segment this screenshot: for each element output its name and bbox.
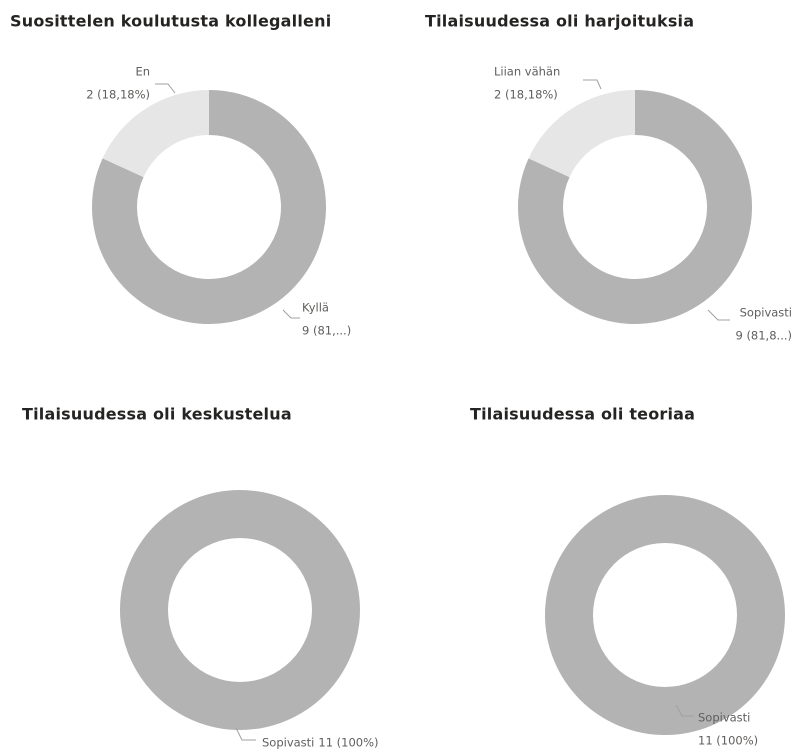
chart-title: Tilaisuudessa oli teoriaa [470,405,695,424]
slice-category: Sopivasti [262,736,314,750]
donut-slice [528,90,635,178]
slice-category: En [135,65,150,79]
leader-line [707,309,730,321]
leader-line [583,79,602,90]
slice-category: Kyllä [302,301,329,315]
slice-value-label: 11 (100%) [318,736,378,750]
slice-value-label: 2 (18,18%) [494,88,558,102]
donut-slice [545,495,785,735]
slice-value-label: 9 (81,8...) [735,329,792,343]
donut-slice [518,90,753,324]
donut-slice [102,90,209,178]
slice-value-label: 11 (100%) [698,734,758,748]
leader-line [675,704,694,717]
leader-line [282,309,300,319]
leader-line [155,83,176,94]
slice-category: Sopivasti [740,306,792,320]
leader-line [235,727,256,741]
chart-title: Suosittelen koulutusta kollegalleni [10,12,331,31]
donut-slice [120,490,360,730]
chart-title: Tilaisuudessa oli harjoituksia [425,12,694,31]
slice-category: Sopivasti [698,711,750,725]
slice-value-label: 9 (81,...) [302,324,351,338]
chart-title: Tilaisuudessa oli keskustelua [22,405,292,424]
donut-slice [91,90,327,324]
slice-value-label: 2 (18,18%) [86,88,150,102]
slice-category: Liian vähän [494,65,560,79]
